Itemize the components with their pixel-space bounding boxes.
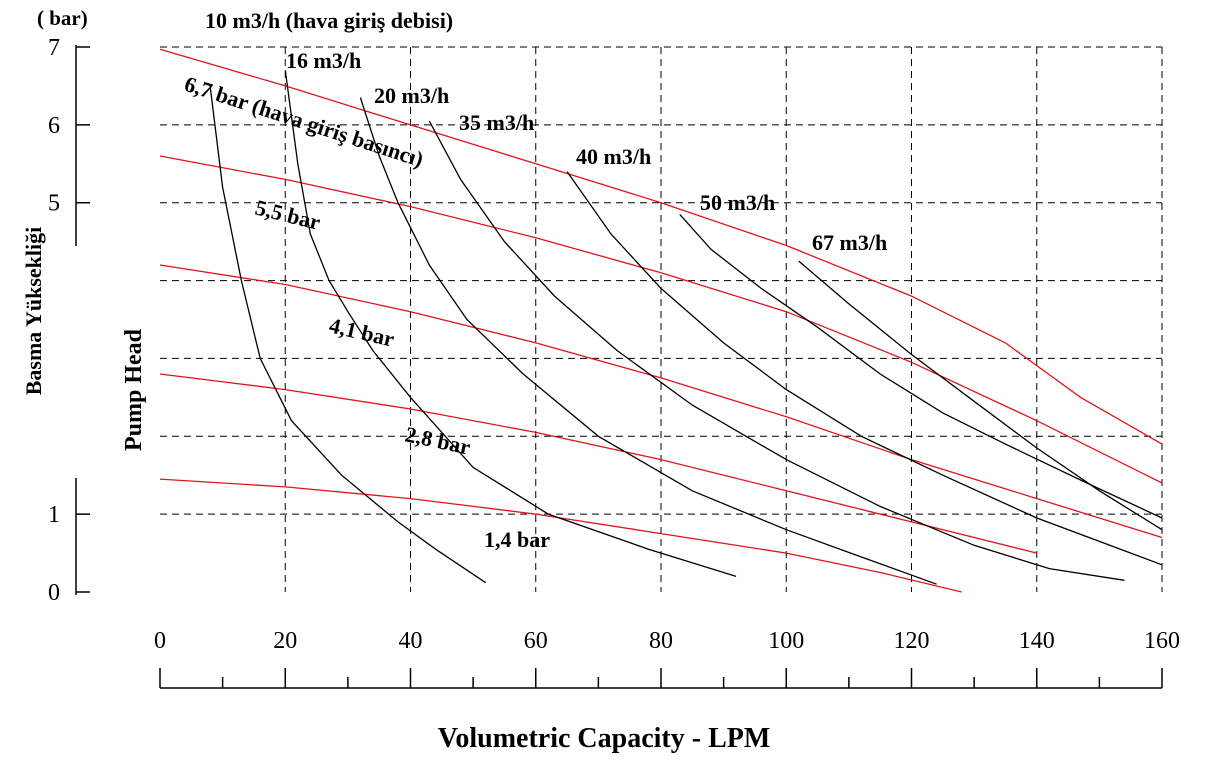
y-axis-title-backdrop	[60, 246, 92, 478]
airflow-curve	[209, 85, 487, 584]
y-tick-label: 0	[48, 580, 60, 606]
x-tick-label: 80	[649, 628, 673, 654]
airflow-curve	[566, 171, 1163, 566]
x-tick-label: 40	[399, 628, 423, 654]
pump-head-label-backdrop	[110, 296, 156, 484]
unit-label: ( bar)	[37, 6, 88, 30]
x-ticks: 0 20 40 60 80 100 120 140 160	[154, 628, 1180, 688]
pressure-label: 2,8 bar	[403, 421, 473, 459]
pressure-curve	[159, 478, 962, 593]
pressure-curve	[159, 373, 1037, 554]
airflow-curve	[359, 97, 937, 585]
airflow-curve	[428, 120, 1125, 581]
y-axis-title-outer: Basma Yüksekliği	[21, 227, 46, 396]
y-tick-label: 5	[48, 191, 60, 217]
airflow-label: 20 m3/h	[374, 83, 449, 108]
y-tick-label: 1	[48, 502, 60, 528]
pressure-label: 1,4 bar	[484, 527, 550, 552]
pressure-curve	[159, 155, 1163, 484]
airflow-label: 10 m3/h (hava giriş debisi)	[205, 8, 453, 33]
x-axis-title: Volumetric Capacity - LPM	[438, 723, 771, 754]
x-tick-label: 20	[273, 628, 297, 654]
airflow-curves	[209, 70, 1163, 585]
airflow-label: 50 m3/h	[700, 190, 775, 215]
y-tick-label: 6	[48, 113, 60, 139]
x-tick-label: 0	[154, 628, 166, 654]
x-tick-label: 120	[894, 628, 930, 654]
airflow-label: 35 m3/h	[459, 110, 534, 135]
y-axis-title-inner: Pump Head	[121, 328, 147, 451]
pressure-label: 5,5 bar	[253, 195, 323, 235]
airflow-label: 67 m3/h	[812, 230, 887, 255]
pressure-curve	[159, 264, 1163, 539]
airflow-label: 40 m3/h	[576, 144, 651, 169]
airflow-curve	[679, 213, 1163, 519]
airflow-curve	[284, 70, 737, 578]
x-tick-label: 60	[524, 628, 548, 654]
pressure-curves	[159, 48, 1163, 593]
x-tick-label: 140	[1019, 628, 1055, 654]
grid	[160, 46, 1163, 592]
x-tick-label: 100	[768, 628, 804, 654]
pressure-label: 4,1 bar	[327, 313, 397, 352]
airflow-curve	[798, 260, 1163, 531]
airflow-label: 16 m3/h	[286, 48, 361, 73]
pressure-curve	[159, 48, 1163, 445]
x-tick-label: 160	[1144, 628, 1180, 654]
y-tick-label: 7	[48, 35, 60, 61]
